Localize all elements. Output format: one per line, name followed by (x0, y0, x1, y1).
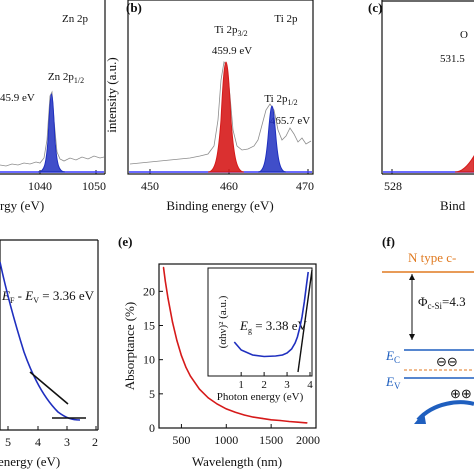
panel-e: (e) Absorptance (%) Wavelength (nm) 500 1… (118, 234, 320, 469)
panel-a: 1040 1050 rgy (eV) Zn 2p Zn 2p1/2 45.9 e… (0, 0, 106, 213)
panel-b-title: Ti 2p (274, 13, 298, 25)
panel-e-data-point (306, 422, 308, 424)
panel-c-peak-label: O (460, 29, 468, 41)
panel-b-xlabel: Binding energy (eV) (166, 198, 273, 213)
panel-f-holes: ⊕⊕ (450, 386, 472, 401)
panel-e-data-point (270, 419, 272, 421)
panel-e-points (162, 266, 308, 424)
panel-e-inset-curve (233, 271, 309, 358)
panel-e-data-point (216, 403, 218, 405)
panel-a-fit-peak (37, 93, 66, 173)
panel-a-peak-label: Zn 2p1/2 (48, 71, 84, 85)
panel-b-tag: (b) (126, 0, 142, 15)
panel-e-data-point (167, 297, 169, 299)
panel-e-ytick-label: 10 (143, 353, 155, 367)
panel-d-curve (0, 261, 81, 421)
panel-e-ytick-label: 20 (143, 284, 155, 298)
panel-b-ylabel: intensity (a.u.) (104, 57, 119, 132)
panel-b-raw-curve (129, 61, 312, 165)
panel-d-tick-5: 5 (5, 435, 11, 449)
panel-e-data-point (176, 339, 178, 342)
panel-f-ec-label: EC (385, 348, 400, 365)
panel-f-ntype-label: N type c- (408, 250, 456, 265)
panel-e-frame (158, 263, 317, 429)
panel-e-data-point (185, 366, 187, 368)
panel-e-inset-ylabel: (αhν)² (a.u.) (217, 295, 229, 348)
panel-e-data-point (279, 419, 281, 422)
panel-b-tick-470: 470 (296, 179, 314, 193)
panel-c-xlabel: Bind (440, 198, 466, 213)
panel-e-data-point (288, 420, 290, 423)
panel-f-phi-label: Φc-Si=4.3 (418, 294, 466, 311)
panel-c-fit-rise (454, 155, 474, 173)
panel-c-tick-528: 528 (384, 179, 402, 193)
panel-a-xlabel: rgy (eV) (0, 198, 44, 213)
panel-e-data-point (164, 280, 166, 282)
panel-a-raw-curve (0, 90, 105, 167)
panel-a-tick-1040: 1040 (28, 179, 52, 193)
panel-e-ytick-label: 0 (149, 421, 155, 435)
panel-d-annotation: EF - EV = 3.36 eV (1, 288, 95, 305)
panel-e-data-point (297, 421, 299, 423)
panel-e-axes: 500 1000 1500 2000 0 5 10 15 20 (143, 284, 320, 447)
panel-e-inset-frame (207, 267, 313, 377)
panel-d-tick-4: 4 (35, 435, 41, 449)
panel-b-peak1-fit (207, 61, 245, 173)
panel-d-tick-3: 3 (64, 435, 70, 449)
panel-e-xlabel: Wavelength (nm) (192, 454, 282, 469)
panel-f-tag: (f) (382, 234, 395, 249)
panel-e-inset-xlabel: Photon energy (eV) (217, 391, 304, 403)
panel-e-data-point (207, 397, 209, 399)
panel-d-tick-2: 2 (92, 435, 98, 449)
panel-e-data-point (261, 417, 263, 419)
panel-c: (c) 528 Bind O 531.5 (368, 0, 474, 213)
panel-c-tag: (c) (368, 0, 382, 15)
panel-e-inset-xtick-label: 1 (238, 379, 244, 391)
panel-b: (b) Ti 2p intensity (a.u.) 450 460 470 B… (104, 0, 314, 213)
panel-e-xtick-label: 1000 (214, 433, 238, 447)
panel-e-data-point (234, 411, 236, 413)
panel-e-xtick-label: 500 (172, 433, 190, 447)
panel-e-inset-axes: 1 2 3 4 (238, 372, 313, 391)
panel-e-xtick-label: 2000 (296, 433, 320, 447)
panel-e-inset-xtick-label: 2 (261, 379, 267, 391)
panel-b-tick-460: 460 (220, 179, 238, 193)
panel-f-ev-label: EV (385, 374, 401, 391)
panel-a-peak-energy: 45.9 eV (0, 92, 35, 104)
panel-e-data-point (189, 375, 191, 377)
panel-e-data-point (162, 266, 165, 268)
panel-e-data-point (171, 321, 174, 323)
panel-b-tick-450: 450 (141, 179, 159, 193)
panel-e-tag: (e) (118, 234, 132, 249)
panel-f-band-arrowhead (414, 412, 426, 424)
panel-e-data-point (243, 414, 245, 416)
panel-a-tick-1050: 1050 (82, 179, 106, 193)
panel-b-peak1-energy: 459.9 eV (212, 45, 252, 57)
panel-f-electrons: ⊖⊖ (436, 354, 458, 369)
panel-d-xlabel: energy (eV) (0, 454, 60, 469)
panel-b-peak1-label: Ti 2p3/2 (214, 24, 247, 38)
panel-b-peak2-energy: 465.7 eV (270, 115, 310, 127)
panel-e-ylabel: Absorptance (%) (122, 302, 137, 390)
panel-e-xtick-label: 1500 (259, 433, 283, 447)
panel-e-data-point (198, 388, 200, 390)
panel-b-peak2-fit (257, 105, 287, 173)
panel-e-inset-tangent (297, 269, 313, 373)
panel-e-inset-xtick-label: 3 (284, 379, 290, 391)
panel-e-inset-annotation: Eg = 3.38 eV (239, 318, 308, 335)
panel-f-band-arrow (416, 400, 474, 422)
panel-a-title: Zn 2p (62, 13, 88, 25)
panel-e-ytick-label: 15 (143, 319, 155, 333)
panel-f: (f) N type c- Φc-Si=4.3 EC ⊖⊖ EV ⊕⊕ (382, 234, 474, 424)
panel-c-peak-energy: 531.5 (440, 53, 465, 65)
panel-e-inset-xtick-label: 4 (307, 379, 313, 391)
panel-d: 5 4 3 2 energy (eV) EF - EV = 3.36 eV (0, 239, 99, 469)
panel-e-ytick-label: 5 (149, 387, 155, 401)
panel-d-tangent (29, 371, 69, 405)
panel-e-data-point (252, 416, 254, 418)
panel-e-data-point (180, 355, 182, 357)
panel-e-data-point (225, 408, 227, 410)
